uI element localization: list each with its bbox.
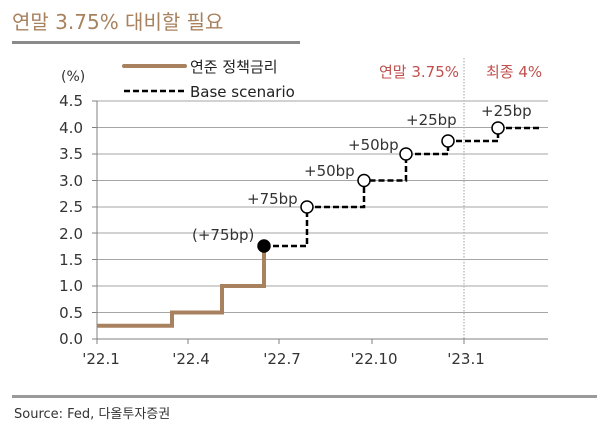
svg-text:'22.4: '22.4: [172, 350, 210, 368]
marker-open: [300, 200, 314, 214]
svg-text:2.5: 2.5: [59, 198, 83, 216]
x-axis: [96, 338, 548, 344]
svg-text:+50bp: +50bp: [304, 162, 355, 180]
legend-label-actual: 연준 정책금리: [190, 58, 278, 76]
marker-open: [491, 121, 505, 135]
markers: [257, 121, 505, 253]
marker-open: [399, 147, 413, 161]
svg-text:4.5: 4.5: [59, 92, 83, 110]
marker-filled: [257, 239, 271, 253]
title-divider: [12, 41, 300, 44]
legend-label-scenario: Base scenario: [190, 83, 295, 101]
series-actual-rate: [97, 246, 266, 328]
svg-text:'22.7: '22.7: [263, 350, 301, 368]
svg-text:3.0: 3.0: [59, 172, 83, 190]
gridlines: [97, 100, 548, 313]
y-axis: [92, 100, 98, 340]
svg-text:'22.10: '22.10: [350, 350, 397, 368]
svg-text:0.0: 0.0: [59, 330, 83, 348]
svg-text:+25bp: +25bp: [406, 111, 457, 129]
annotation-year-end: 연말 3.75%: [379, 63, 459, 81]
svg-text:+75bp: +75bp: [247, 190, 298, 208]
legend: 연준 정책금리 Base scenario: [122, 58, 295, 101]
svg-text:1.5: 1.5: [59, 251, 83, 269]
x-tick-labels: '22.1 '22.4 '22.7 '22.10 '23.1: [82, 350, 485, 368]
annotation-final: 최종 4%: [486, 63, 542, 81]
series-base-scenario: [264, 126, 540, 248]
chart-title: 연말 3.75% 대비할 필요: [12, 10, 224, 34]
marker-labels: (+75bp) +75bp +50bp +50bp +25bp +25bp: [192, 102, 532, 244]
y-tick-labels: 4.5 4.0 3.5 3.0 2.5 2.0 1.5 1.0 0.5 0.0: [59, 92, 83, 348]
svg-text:+50bp: +50bp: [348, 136, 399, 154]
svg-text:1.0: 1.0: [59, 277, 83, 295]
svg-text:(+75bp): (+75bp): [192, 226, 254, 244]
svg-text:4.0: 4.0: [59, 119, 83, 137]
svg-text:3.5: 3.5: [59, 145, 83, 163]
svg-text:'22.1: '22.1: [82, 350, 120, 368]
y-axis-unit: (%): [61, 69, 85, 85]
source-note: Source: Fed, 다올투자증권: [14, 407, 171, 422]
svg-text:'23.1: '23.1: [447, 350, 485, 368]
svg-text:2.0: 2.0: [59, 225, 83, 243]
marker-open: [357, 173, 371, 188]
marker-open: [441, 134, 455, 148]
svg-text:+25bp: +25bp: [481, 102, 532, 120]
svg-text:0.5: 0.5: [59, 304, 83, 322]
source-divider: [12, 395, 597, 398]
